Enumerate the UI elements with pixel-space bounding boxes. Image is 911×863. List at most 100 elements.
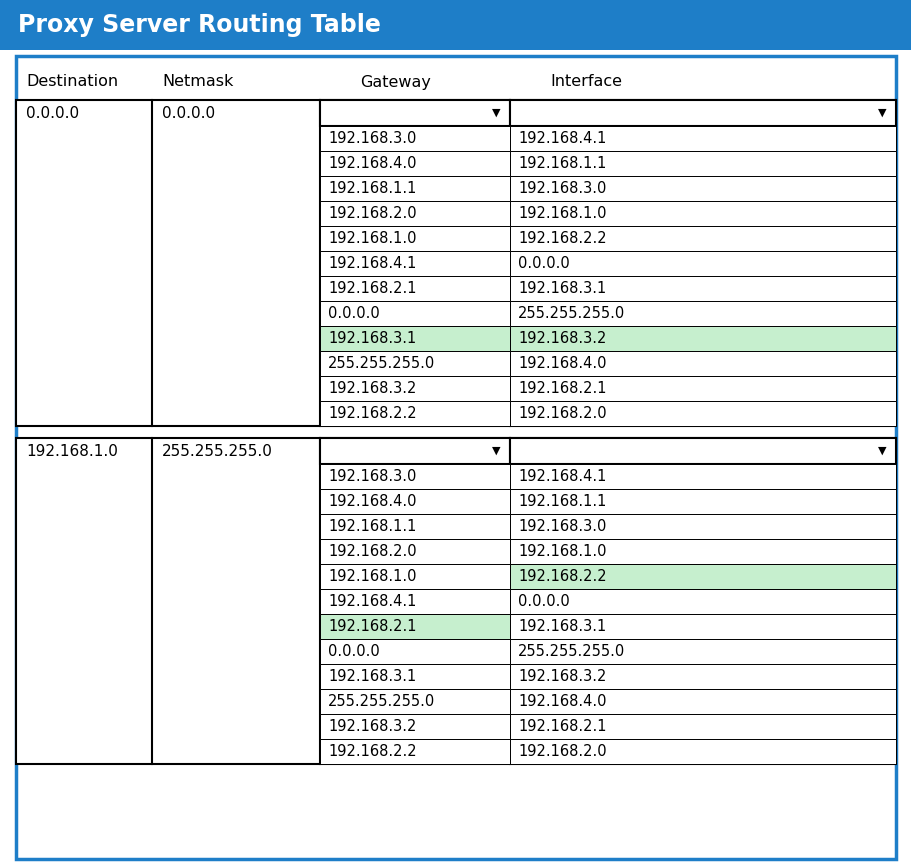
Text: 192.168.3.1: 192.168.3.1 bbox=[517, 619, 606, 634]
Text: 192.168.2.2: 192.168.2.2 bbox=[328, 744, 416, 759]
Text: 192.168.4.0: 192.168.4.0 bbox=[328, 494, 416, 509]
Text: 192.168.2.0: 192.168.2.0 bbox=[517, 744, 606, 759]
Text: 192.168.3.2: 192.168.3.2 bbox=[328, 381, 416, 396]
Text: 192.168.3.0: 192.168.3.0 bbox=[328, 131, 416, 146]
Text: 192.168.4.1: 192.168.4.1 bbox=[328, 256, 416, 271]
Bar bbox=[320, 251, 509, 276]
Text: Destination: Destination bbox=[26, 74, 118, 90]
Bar bbox=[320, 201, 509, 226]
Text: 192.168.2.0: 192.168.2.0 bbox=[328, 206, 416, 221]
Text: 0.0.0.0: 0.0.0.0 bbox=[328, 644, 379, 659]
Text: 192.168.4.0: 192.168.4.0 bbox=[328, 156, 416, 171]
Text: 192.168.2.2: 192.168.2.2 bbox=[517, 231, 606, 246]
Text: 192.168.2.2: 192.168.2.2 bbox=[328, 406, 416, 421]
Bar bbox=[320, 589, 509, 614]
Text: 192.168.2.1: 192.168.2.1 bbox=[328, 619, 416, 634]
Text: 192.168.3.0: 192.168.3.0 bbox=[517, 519, 606, 534]
Text: 192.168.1.1: 192.168.1.1 bbox=[328, 181, 416, 196]
Bar bbox=[509, 100, 895, 126]
Text: 192.168.4.1: 192.168.4.1 bbox=[328, 594, 416, 609]
Bar bbox=[509, 126, 895, 151]
Bar bbox=[509, 438, 895, 464]
Bar bbox=[320, 689, 509, 714]
Text: 192.168.1.0: 192.168.1.0 bbox=[517, 206, 606, 221]
Bar bbox=[320, 126, 509, 151]
Text: 192.168.1.0: 192.168.1.0 bbox=[517, 544, 606, 559]
Text: 255.255.255.0: 255.255.255.0 bbox=[517, 644, 625, 659]
Bar bbox=[509, 664, 895, 689]
Text: 192.168.3.2: 192.168.3.2 bbox=[328, 719, 416, 734]
Text: Gateway: Gateway bbox=[360, 74, 430, 90]
Bar bbox=[320, 401, 509, 426]
Text: 192.168.3.0: 192.168.3.0 bbox=[328, 469, 416, 484]
Bar bbox=[320, 739, 509, 764]
Bar bbox=[509, 564, 895, 589]
Text: 255.255.255.0: 255.255.255.0 bbox=[517, 306, 625, 321]
Text: 192.168.1.1: 192.168.1.1 bbox=[517, 156, 606, 171]
Text: 192.168.3.1: 192.168.3.1 bbox=[517, 281, 606, 296]
Bar bbox=[509, 326, 895, 351]
Text: 192.168.3.1: 192.168.3.1 bbox=[328, 669, 415, 684]
Bar bbox=[509, 151, 895, 176]
Bar bbox=[509, 514, 895, 539]
Bar bbox=[16, 438, 895, 764]
Bar bbox=[320, 351, 509, 376]
Bar bbox=[320, 176, 509, 201]
Text: 192.168.2.1: 192.168.2.1 bbox=[517, 381, 606, 396]
Text: 192.168.4.1: 192.168.4.1 bbox=[517, 469, 606, 484]
Text: ▼: ▼ bbox=[876, 446, 885, 456]
Text: Proxy Server Routing Table: Proxy Server Routing Table bbox=[18, 13, 381, 37]
Text: 192.168.2.0: 192.168.2.0 bbox=[517, 406, 606, 421]
Bar bbox=[509, 176, 895, 201]
Bar bbox=[509, 376, 895, 401]
Bar bbox=[509, 276, 895, 301]
Bar bbox=[509, 714, 895, 739]
Bar bbox=[509, 351, 895, 376]
Bar bbox=[509, 464, 895, 489]
Bar bbox=[320, 376, 509, 401]
Text: 192.168.1.1: 192.168.1.1 bbox=[517, 494, 606, 509]
Text: 192.168.4.1: 192.168.4.1 bbox=[517, 131, 606, 146]
Text: 192.168.2.2: 192.168.2.2 bbox=[517, 569, 606, 584]
Bar bbox=[509, 639, 895, 664]
Bar bbox=[509, 689, 895, 714]
Bar bbox=[320, 301, 509, 326]
Text: 192.168.4.0: 192.168.4.0 bbox=[517, 694, 606, 709]
Text: 192.168.3.1: 192.168.3.1 bbox=[328, 331, 415, 346]
Text: 255.255.255.0: 255.255.255.0 bbox=[328, 356, 435, 371]
Bar bbox=[320, 326, 509, 351]
Text: 192.168.4.0: 192.168.4.0 bbox=[517, 356, 606, 371]
Bar bbox=[0, 0, 911, 50]
Bar bbox=[509, 251, 895, 276]
Bar bbox=[320, 614, 509, 639]
Bar bbox=[320, 151, 509, 176]
Bar bbox=[320, 564, 509, 589]
Bar bbox=[509, 226, 895, 251]
Bar bbox=[320, 100, 509, 126]
Bar bbox=[320, 438, 509, 464]
Text: 192.168.3.2: 192.168.3.2 bbox=[517, 331, 606, 346]
Text: 192.168.2.1: 192.168.2.1 bbox=[517, 719, 606, 734]
Text: 192.168.3.2: 192.168.3.2 bbox=[517, 669, 606, 684]
Text: 192.168.1.0: 192.168.1.0 bbox=[328, 569, 416, 584]
Text: 0.0.0.0: 0.0.0.0 bbox=[517, 256, 569, 271]
Text: ▼: ▼ bbox=[876, 108, 885, 118]
Bar bbox=[320, 714, 509, 739]
Bar bbox=[509, 201, 895, 226]
Bar bbox=[509, 401, 895, 426]
Text: Interface: Interface bbox=[549, 74, 621, 90]
Bar bbox=[320, 639, 509, 664]
Bar bbox=[320, 464, 509, 489]
Text: 192.168.3.0: 192.168.3.0 bbox=[517, 181, 606, 196]
Text: 0.0.0.0: 0.0.0.0 bbox=[328, 306, 379, 321]
Bar bbox=[320, 489, 509, 514]
Bar bbox=[509, 739, 895, 764]
Text: ▼: ▼ bbox=[491, 108, 500, 118]
Text: 192.168.2.0: 192.168.2.0 bbox=[328, 544, 416, 559]
Text: 192.168.1.1: 192.168.1.1 bbox=[328, 519, 416, 534]
Text: 0.0.0.0: 0.0.0.0 bbox=[517, 594, 569, 609]
Bar bbox=[320, 514, 509, 539]
Text: Netmask: Netmask bbox=[162, 74, 233, 90]
Text: 255.255.255.0: 255.255.255.0 bbox=[328, 694, 435, 709]
Bar bbox=[509, 301, 895, 326]
